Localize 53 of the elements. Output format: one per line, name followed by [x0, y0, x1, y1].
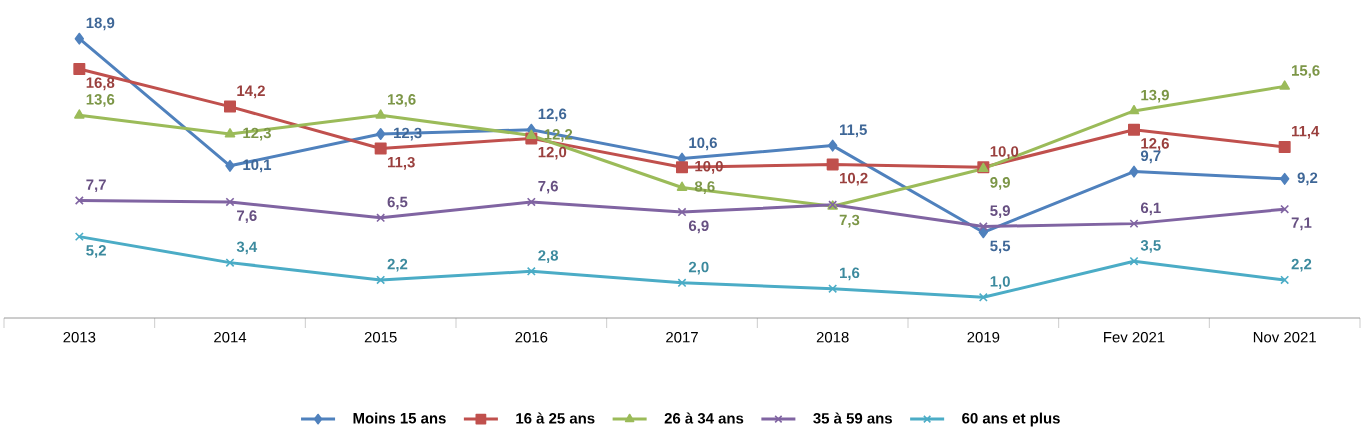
data-label: 2,0	[688, 261, 709, 275]
data-label: 11,5	[840, 124, 867, 138]
data-label: 3,5	[1140, 240, 1161, 253]
data-label: 7,1	[1291, 217, 1312, 231]
data-label: 2,2	[387, 258, 408, 272]
legend-label: 26 à 34 ans	[664, 412, 744, 424]
x-tick-label: 2013	[63, 331, 96, 343]
data-label: 2,2	[1291, 258, 1312, 272]
data-label: 5,2	[86, 245, 106, 258]
data-label: 10,1	[243, 159, 272, 173]
data-label: 13,6	[86, 94, 115, 107]
x-tick-label: Fev 2021	[1104, 331, 1165, 343]
data-label: 2,8	[538, 250, 559, 263]
data-label: 16,8	[86, 77, 115, 91]
data-label: 5,5	[990, 240, 1011, 254]
data-label: 12,6	[538, 108, 567, 122]
x-tick-label: 2015	[364, 331, 397, 343]
data-label: 9,9	[990, 177, 1010, 190]
data-label: 10,6	[689, 137, 717, 151]
data-label: 12,6	[1141, 138, 1169, 151]
data-label: 11,4	[1292, 126, 1320, 139]
legend-label: 16 à 25 ans	[516, 412, 595, 424]
data-label: 13,9	[1141, 89, 1169, 103]
data-label: 15,6	[1292, 65, 1320, 78]
data-label: 10,0	[990, 146, 1019, 159]
data-label: 18,9	[86, 17, 115, 31]
data-label: 14,2	[237, 85, 265, 99]
x-tick-label: 2014	[214, 331, 247, 343]
data-label: 7,7	[86, 179, 106, 193]
data-label: 6,9	[688, 220, 709, 234]
legend-label: 35 à 59 ans	[813, 412, 892, 424]
x-tick-label: 2016	[515, 331, 548, 343]
data-label: 3,4	[236, 241, 258, 255]
data-label: 10,2	[840, 172, 868, 186]
x-tick-label: Nov 2021	[1253, 331, 1316, 343]
data-label: 11,3	[388, 156, 415, 170]
data-label: 9,7	[1140, 150, 1161, 164]
x-tick-label: 2019	[967, 331, 1000, 343]
data-label: 6,1	[1140, 202, 1161, 216]
data-label: 6,5	[387, 196, 408, 210]
data-label: 1,0	[990, 276, 1010, 289]
x-tick-label: 2017	[666, 331, 698, 343]
data-label: 5,9	[990, 205, 1010, 219]
data-label: 12,0	[538, 146, 567, 160]
data-label: 1,6	[840, 267, 860, 281]
data-label: 7,3	[839, 214, 860, 228]
data-label: 7,6	[538, 180, 558, 194]
data-label: 13,6	[388, 94, 416, 107]
legend-label: 60 ans et plus	[962, 412, 1060, 427]
x-tick-label: 2018	[816, 331, 849, 343]
data-label: 9,2	[1297, 172, 1318, 186]
legend-label: Moins 15 ans	[353, 412, 446, 424]
data-label: 7,6	[237, 210, 257, 224]
